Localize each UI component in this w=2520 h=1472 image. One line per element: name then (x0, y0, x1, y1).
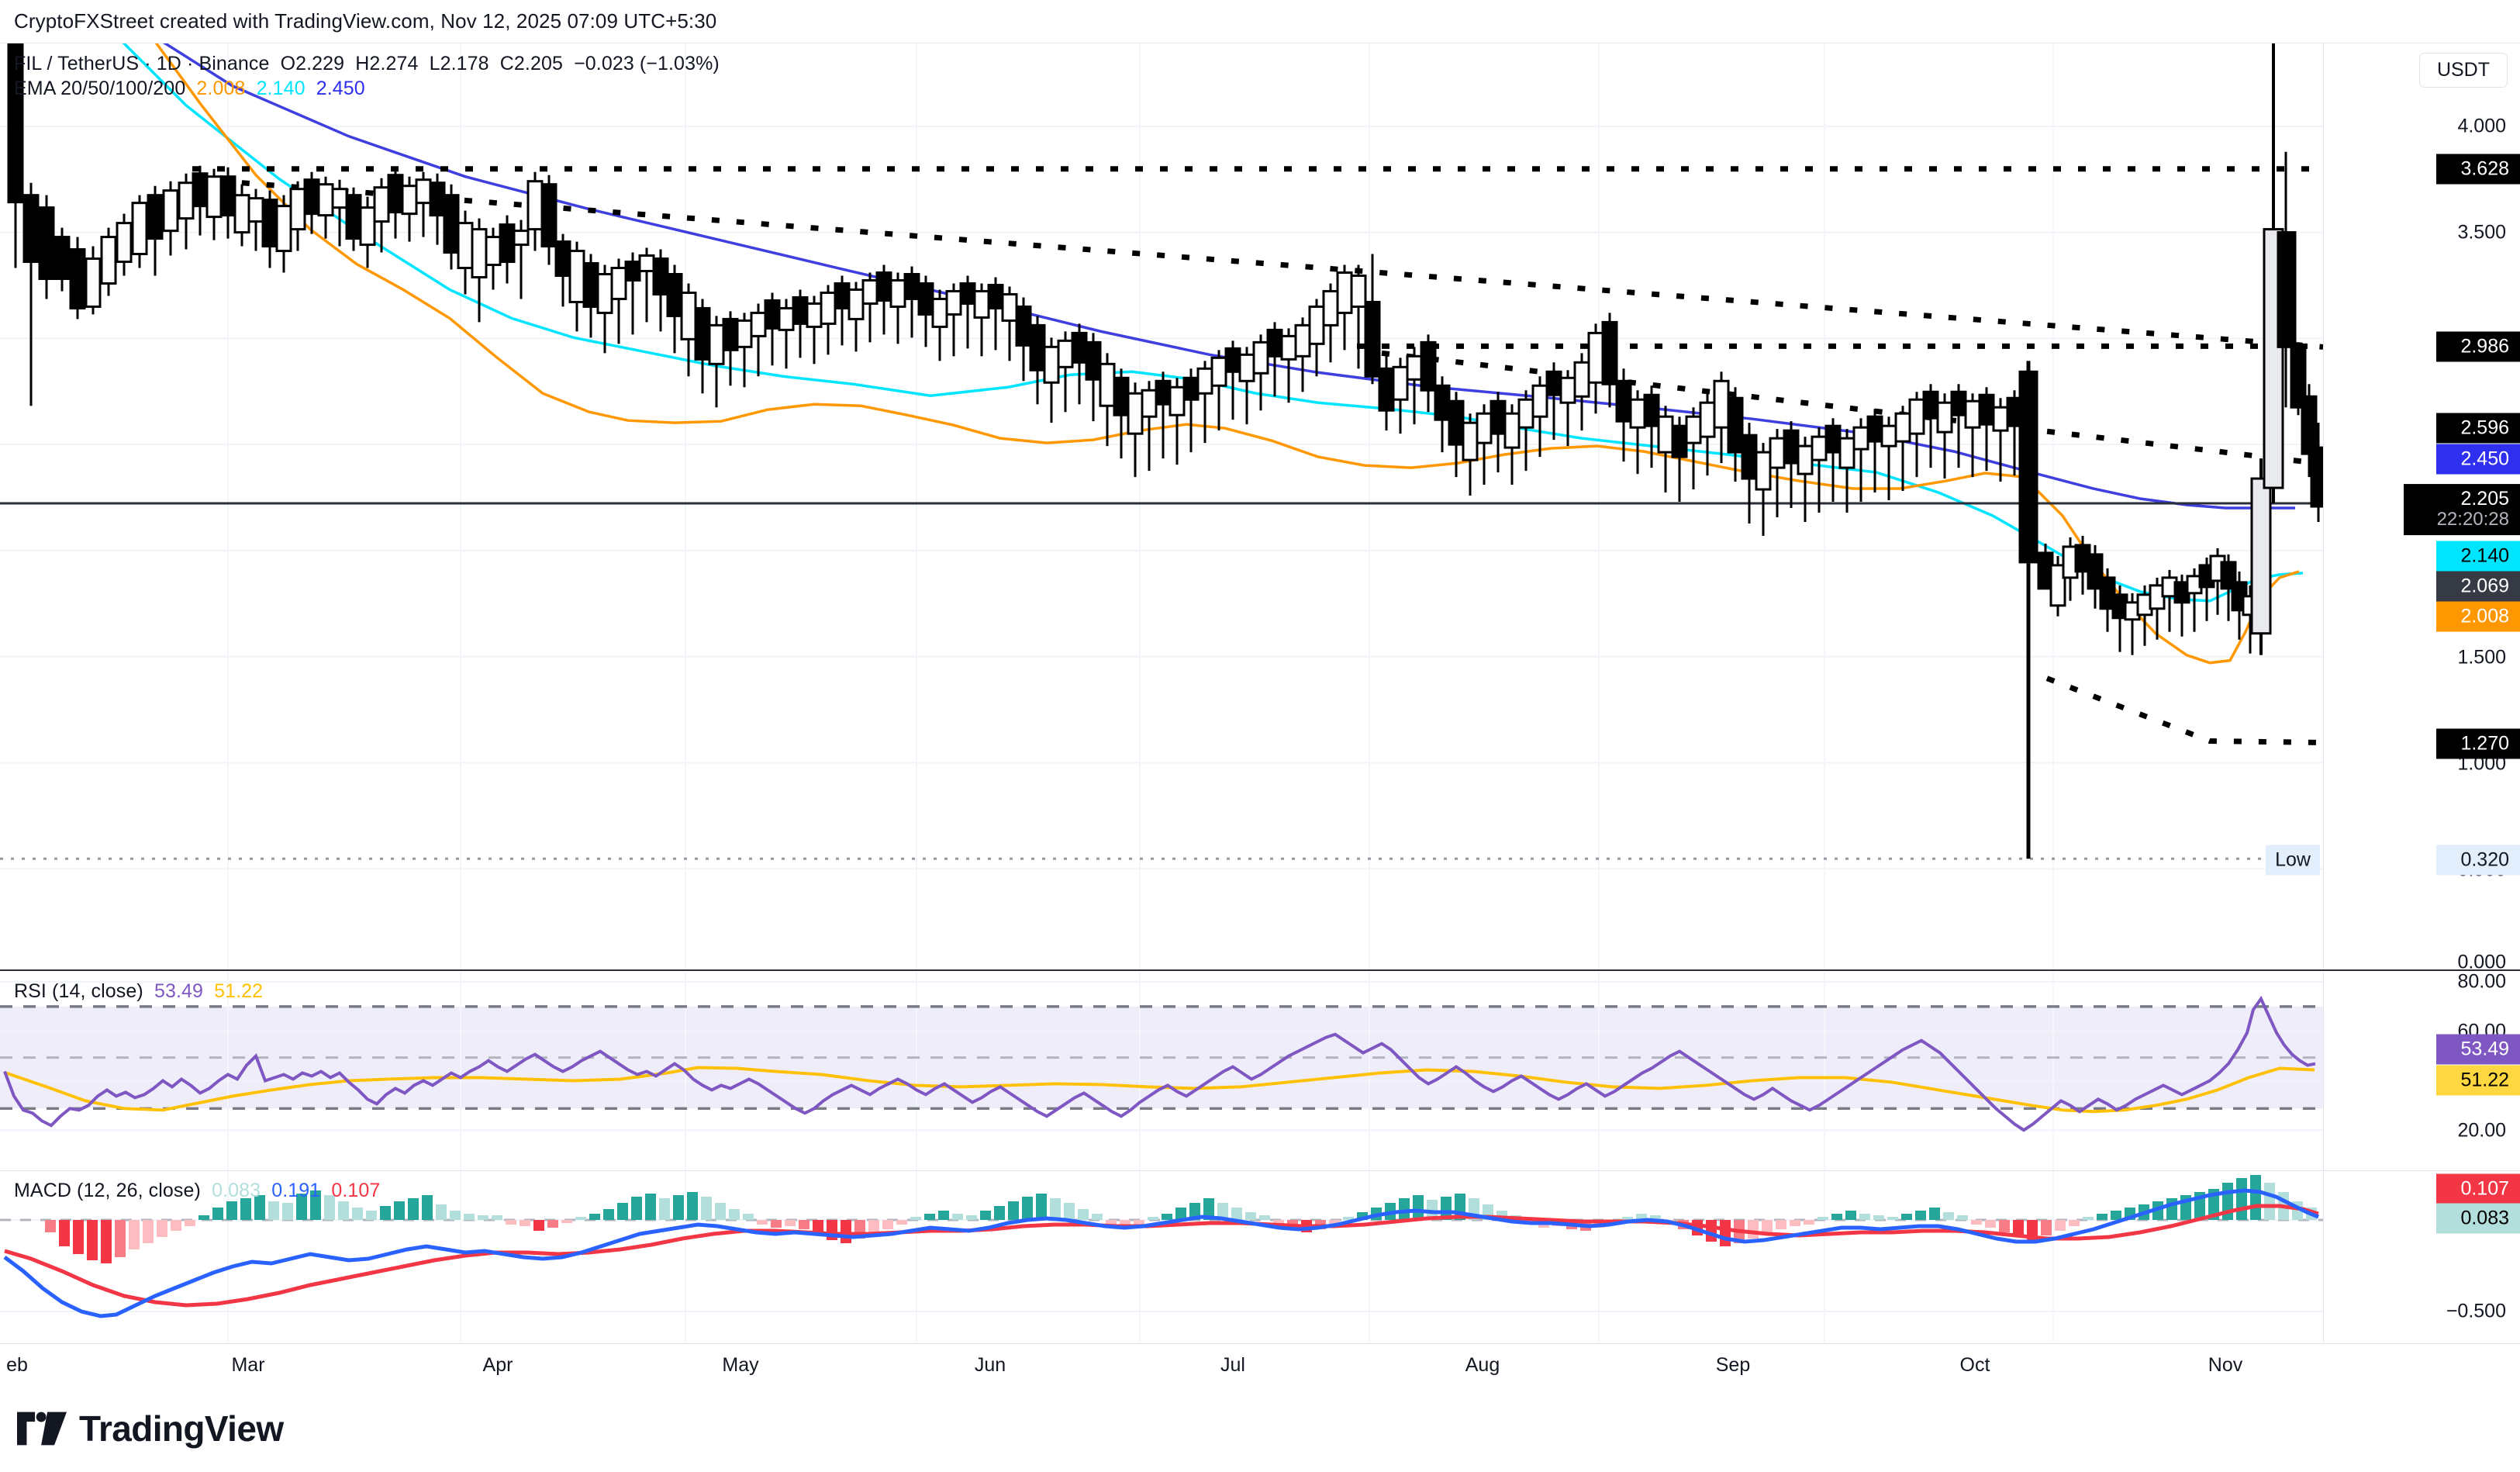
macd-line-value: 0.191 (271, 1180, 321, 1201)
ohlc-high: H2.274 (355, 53, 419, 74)
price-tick-3500: 3.500 (2457, 221, 2506, 244)
tradingview-brand-text: TradingView (79, 1408, 284, 1449)
rsi-plot-area[interactable]: RSI (14, close) 53.49 51.22 (0, 973, 2323, 1170)
rsi-tick-20: 20.00 (2457, 1119, 2506, 1142)
ema50-value: 2.140 (256, 78, 306, 99)
bar-countdown: 22:20:28 (2436, 509, 2509, 530)
interval-label[interactable]: 1D (156, 53, 181, 74)
ema100-badge[interactable]: 2.069 (2436, 571, 2520, 602)
ema100-value: 2.450 (316, 78, 365, 99)
price-plot-svg (0, 43, 2323, 969)
currency-chip[interactable]: USDT (2418, 53, 2508, 88)
time-tick-aug: Aug (1465, 1354, 1500, 1376)
price-legend-symbol: FIL / TetherUS · 1D · Binance O2.229 H2.… (14, 53, 720, 74)
level-badge-1270[interactable]: 1.270 (2436, 728, 2520, 759)
macd-line (3, 1188, 2319, 1318)
candlestick-series (7, 43, 2323, 859)
macd-vertical-gridlines (227, 1172, 2054, 1342)
rsi-ma-value-badge[interactable]: 51.22 (2436, 1065, 2520, 1096)
rsi-pane[interactable]: RSI (14, close) 53.49 51.22 80.00 60.00 … (0, 970, 2520, 1171)
macd-hist-value: 0.083 (212, 1180, 261, 1201)
ema20-badge[interactable]: 2.008 (2436, 601, 2520, 632)
attribution-text: CryptoFXStreet created with TradingView.… (14, 9, 717, 33)
macd-plot-area[interactable]: MACD (12, 26, close) 0.083 0.191 0.107 (0, 1172, 2323, 1342)
low-marker-label: Low (2266, 845, 2320, 876)
rsi-band (0, 1006, 2323, 1109)
price-gridlines (0, 125, 2323, 870)
rsi-scale[interactable]: 80.00 60.00 40.00 20.00 53.49 51.22 (2323, 970, 2520, 1170)
level-1270-support (2045, 676, 2323, 745)
macd-tick-neg05: −0.500 (2446, 1300, 2506, 1322)
rsi-legend: RSI (14, close) 53.49 51.22 (14, 979, 263, 1004)
time-axis[interactable]: eb Mar Apr May Jun Jul Aug Sep Oct Nov (0, 1343, 2520, 1385)
rsi-line (3, 995, 2316, 1132)
low-price-badge[interactable]: 0.320 (2436, 845, 2520, 876)
macd-scale[interactable]: 0.000 −0.500 0.107 0.083 (2323, 1172, 2520, 1342)
ohlc-open: O2.229 (280, 53, 345, 74)
price-legend-ema: EMA 20/50/100/200 2.008 2.140 2.450 (14, 76, 365, 101)
pump-candle (2250, 458, 2272, 655)
price-pane[interactable]: FIL / TetherUS · 1D · Binance O2.229 H2.… (0, 43, 2520, 973)
macd-pane[interactable]: MACD (12, 26, close) 0.083 0.191 0.107 0… (0, 1172, 2520, 1342)
rsi-plot-svg (0, 973, 2323, 1170)
ohlc-low: L2.178 (429, 53, 489, 74)
ohlc-close: C2.205 (499, 53, 563, 74)
spike-candle (2263, 43, 2284, 504)
time-tick-sep: Sep (1715, 1354, 1751, 1376)
rsi-legend-name[interactable]: RSI (14, close) (14, 980, 143, 1002)
time-tick-apr: Apr (482, 1354, 513, 1376)
level-badge-3628[interactable]: 3.628 (2436, 154, 2520, 185)
rsi-ma-legend-value: 51.22 (214, 980, 264, 1002)
time-tick-nov: Nov (2208, 1354, 2243, 1376)
time-tick-mar: Mar (231, 1354, 265, 1376)
price-tick-4000: 4.000 (2457, 115, 2506, 137)
rsi-legend-value: 53.49 (154, 980, 203, 1002)
macd-signal-value: 0.107 (331, 1180, 381, 1201)
price-tick-0000: 0.000 (2457, 951, 2506, 973)
rsi-tick-80: 80.00 (2457, 970, 2506, 993)
time-tick-may: May (722, 1354, 759, 1376)
macd-signal-badge[interactable]: 0.107 (2436, 1173, 2520, 1204)
ema-label[interactable]: EMA 20/50/100/200 (14, 78, 186, 99)
trendline-descending-lower (1381, 350, 2323, 467)
ema20-value: 2.008 (196, 78, 246, 99)
last-price-value: 2.205 (2460, 488, 2509, 510)
crash-candle (2018, 361, 2038, 859)
price-vertical-gridlines (227, 43, 2054, 969)
level-badge-2986[interactable]: 2.986 (2436, 331, 2520, 362)
symbol-name[interactable]: FIL / TetherUS (14, 53, 140, 74)
time-tick-jul: Jul (1220, 1354, 1245, 1376)
macd-hist-badge[interactable]: 0.083 (2436, 1203, 2520, 1234)
time-tick-oct: Oct (1959, 1354, 1990, 1376)
price-scale[interactable]: USDT 4.000 3.500 1.500 1.000 0.500 0.000… (2323, 43, 2520, 973)
price-change: −0.023 (−1.03%) (574, 53, 720, 74)
time-tick-feb: eb (6, 1354, 28, 1376)
macd-legend: MACD (12, 26, close) 0.083 0.191 0.107 (14, 1178, 380, 1203)
ema200-badge[interactable]: 2.450 (2436, 444, 2520, 475)
time-tick-jun: Jun (974, 1354, 1006, 1376)
attribution-bar: CryptoFXStreet created with TradingView.… (0, 0, 2520, 43)
price-plot-area[interactable]: FIL / TetherUS · 1D · Binance O2.229 H2.… (0, 43, 2323, 969)
macd-plot-svg (0, 1172, 2323, 1342)
ema200-line (162, 43, 2295, 510)
level-badge-2596[interactable]: 2.596 (2436, 413, 2520, 444)
footer: TradingView (0, 1385, 2520, 1472)
ema50-badge[interactable]: 2.140 (2436, 541, 2520, 572)
chart-frame: FIL / TetherUS · 1D · Binance O2.229 H2.… (0, 43, 2520, 1385)
price-tick-1500: 1.500 (2457, 646, 2506, 669)
last-price-badge[interactable]: 2.205 22:20:28 (2404, 484, 2520, 535)
exchange-label[interactable]: Binance (198, 53, 270, 74)
tradingview-logo-icon (17, 1412, 67, 1446)
rsi-value-badge[interactable]: 53.49 (2436, 1034, 2520, 1065)
trendline-descending-upper (192, 176, 2323, 350)
macd-legend-name[interactable]: MACD (12, 26, close) (14, 1180, 201, 1201)
